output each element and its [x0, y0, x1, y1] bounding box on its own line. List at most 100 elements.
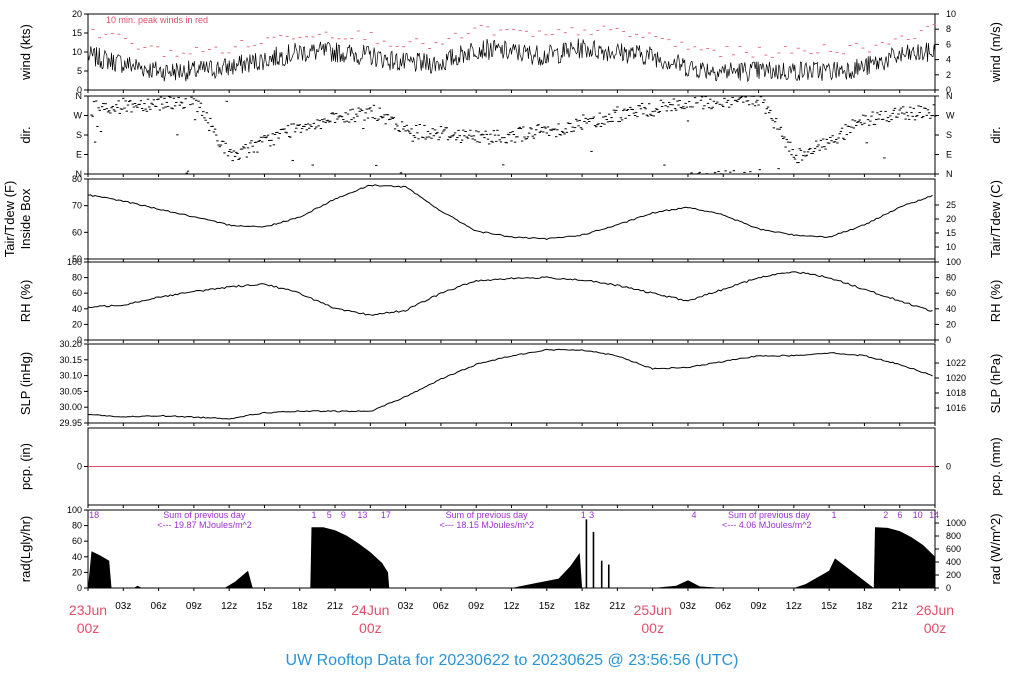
- rad-ytick-label: 60: [72, 536, 82, 546]
- x-hour-label: 21z: [327, 601, 343, 612]
- rad-right-tick-label: 400: [946, 557, 961, 567]
- temp-ytick-label: 60: [72, 227, 82, 237]
- temp-ytick-label: 50: [72, 254, 82, 264]
- x-hour-label: 12z: [786, 601, 802, 612]
- wind-trace: [87, 38, 936, 83]
- dir-right-tick-label: W: [946, 111, 955, 121]
- x-hour-label: 21z: [892, 601, 908, 612]
- wind-right-tick-label: 6: [946, 39, 951, 49]
- temp-trace: [87, 184, 933, 240]
- rad-spike: [585, 519, 588, 588]
- rad-hour-mark: 14: [929, 510, 939, 520]
- wind-ytick-label: 0: [77, 85, 82, 95]
- dir-ytick-label: N: [76, 169, 83, 179]
- rad-hour-mark: 5: [327, 510, 332, 520]
- wind-ylabel: wind (kts): [18, 24, 33, 81]
- temp-right-tick-label: 25: [946, 200, 956, 210]
- wind-right-tick-label: 10: [946, 9, 956, 19]
- rad-ylabel-right: rad (W/m^2): [988, 513, 1003, 584]
- rh-right-tick-label: 100: [946, 257, 961, 267]
- rad-hour-mark: 13: [357, 510, 367, 520]
- slp-right-tick-label: 1020: [946, 373, 966, 383]
- temp-right-tick-label: 15: [946, 228, 956, 238]
- x-day-label: 23Jun: [69, 602, 107, 618]
- rh-ylabel-right: RH (%): [988, 280, 1003, 323]
- rad-hour-mark: 2: [883, 510, 888, 520]
- rh-right-tick-label: 20: [946, 319, 956, 329]
- slp-right-tick-label: 1016: [946, 403, 966, 413]
- wind-ytick-label: 5: [77, 66, 82, 76]
- rad-hour-mark: 9: [341, 510, 346, 520]
- rad-hour-mark: 1: [312, 510, 317, 520]
- x-hour-label: 18z: [292, 601, 308, 612]
- pcp-panel: 0 0 pcp. (in) pcp. (mm): [18, 427, 1003, 508]
- dir-right-tick-label: N: [946, 91, 953, 101]
- temp-ytick-label: 80: [72, 174, 82, 184]
- x-hour-label: 03z: [680, 601, 696, 612]
- rad-spike: [607, 564, 610, 588]
- slp-ytick-label: 30.05: [59, 386, 82, 396]
- wind-ytick-label: 15: [72, 28, 82, 38]
- dir-ytick-label: E: [76, 150, 82, 160]
- slp-panel: 29.95 30.00 30.05 30.10 30.15 30.20 1016 1018 10…: [18, 339, 1003, 428]
- dir-ylabel-right: dir.: [988, 126, 1003, 143]
- wind-ylabel-right: wind (m/s): [988, 22, 1003, 83]
- temp-panel: 50 60 70 80 10 15 20 25 Tair/Tdew (F) Inside Box T…: [2, 174, 1003, 264]
- dir-ytick-label: N: [76, 91, 83, 101]
- rh-ytick-label: 60: [72, 288, 82, 298]
- rad-spike: [592, 531, 595, 588]
- slp-ytick-label: 30.15: [59, 355, 82, 365]
- x-hour-label: 18z: [574, 601, 590, 612]
- rad-ytick-label: 40: [72, 552, 82, 562]
- temp-right-tick-label: 20: [946, 214, 956, 224]
- dir-ytick-label: W: [74, 111, 83, 121]
- temp-ylabel: Tair/Tdew (F): [2, 181, 17, 258]
- rad-hour-mark: 6: [897, 510, 902, 520]
- x-day-sub-label: 00z: [924, 620, 947, 636]
- dir-right-tick-label: E: [946, 150, 952, 160]
- rad-daily-sum-title: Sum of previous day: [728, 510, 811, 520]
- rad-ytick-label: 0: [77, 583, 82, 593]
- pcp-ytick-label: 0: [77, 462, 82, 472]
- x-day-sub-label: 00z: [641, 620, 664, 636]
- rh-panel: 0 20 40 60 80 100 0 20 40 60 80 100 RH (%) RH (%): [18, 257, 1003, 345]
- pcp-right-tick-label: 0: [946, 462, 951, 472]
- slp-trace: [87, 348, 933, 420]
- wind-panel: 0 5 10 15 20 0 2 4 6 8 10 wind (kts) wind (m/s) 10 mi…: [18, 9, 1003, 95]
- dir-ylabel: dir.: [18, 126, 33, 143]
- x-day-label: 25Jun: [634, 602, 672, 618]
- temp-ylabel-2: Inside Box: [18, 188, 33, 249]
- wind-right-tick-label: 8: [946, 24, 951, 34]
- rad-daily-sum-title: Sum of previous day: [163, 510, 246, 520]
- slp-ylabel: SLP (inHg): [18, 352, 33, 415]
- x-day-sub-label: 00z: [359, 620, 382, 636]
- wind-ytick-label: 20: [72, 9, 82, 19]
- slp-right-tick-label: 1018: [946, 388, 966, 398]
- rad-hour-mark: 1: [831, 510, 836, 520]
- rh-right-tick-label: 40: [946, 304, 956, 314]
- rad-ytick-label: 20: [72, 567, 82, 577]
- rad-hour-mark: 3: [589, 510, 594, 520]
- x-hour-label: 21z: [609, 601, 625, 612]
- wind-right-tick-label: 0: [946, 85, 951, 95]
- dir-ytick-label: S: [76, 130, 82, 140]
- x-hour-label: 15z: [256, 601, 272, 612]
- rad-right-tick-label: 1000: [946, 518, 966, 528]
- rad-ytick-label: 100: [67, 505, 82, 515]
- x-hour-label: 09z: [468, 601, 484, 612]
- x-hour-label: 18z: [856, 601, 872, 612]
- rad-right-tick-label: 600: [946, 544, 961, 554]
- rh-ytick-label: 0: [77, 335, 82, 345]
- rad-hour-mark: 17: [381, 510, 391, 520]
- rad-daily-sum-value: <--- 19.87 MJoules/m^2: [157, 520, 252, 530]
- rad-panel: 02040608010002004006008001000rad(Lgly/hr…: [18, 505, 1003, 593]
- rh-ylabel: RH (%): [18, 280, 33, 323]
- x-hour-label: 15z: [539, 601, 555, 612]
- x-hour-label: 06z: [715, 601, 731, 612]
- slp-ytick-label: 30.00: [59, 402, 82, 412]
- slp-ytick-label: 30.10: [59, 371, 82, 381]
- rh-trace: [87, 271, 933, 316]
- dir-right-tick-label: N: [946, 169, 953, 179]
- x-hour-label: 03z: [115, 601, 131, 612]
- wind-right-tick-label: 4: [946, 55, 951, 65]
